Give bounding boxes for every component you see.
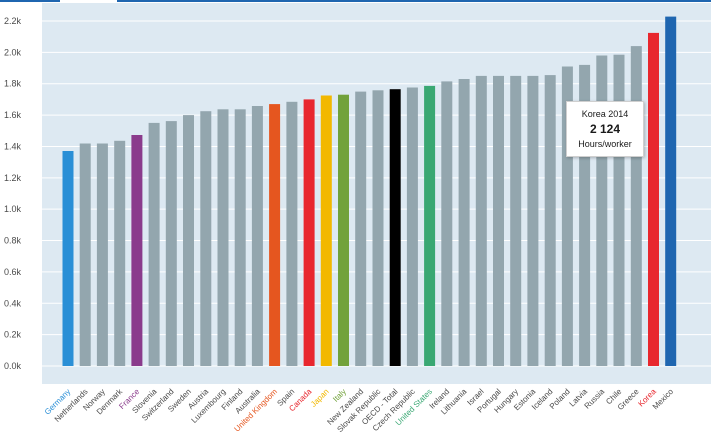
bar-portugal[interactable]	[493, 75, 504, 367]
bar-france[interactable]	[131, 135, 143, 366]
bar-chile[interactable]	[613, 54, 625, 366]
bar-japan[interactable]	[320, 95, 332, 367]
y-tick-label: 0.0k	[4, 361, 22, 371]
bar-hungary[interactable]	[510, 75, 522, 367]
bar-germany[interactable]	[62, 151, 74, 366]
bar-australia[interactable]	[251, 106, 263, 366]
bar-norway[interactable]	[96, 143, 108, 367]
y-tick-label: 0.8k	[4, 236, 22, 246]
top-strip-right	[117, 0, 711, 2]
bar-ireland[interactable]	[441, 81, 453, 367]
y-tick-label: 1.0k	[4, 204, 22, 214]
y-tick-label: 1.6k	[4, 110, 22, 120]
y-tick-label: 1.2k	[4, 173, 22, 183]
bar-latvia[interactable]	[579, 64, 591, 367]
bar-denmark[interactable]	[114, 140, 126, 366]
bar-poland[interactable]	[561, 66, 573, 367]
bar-slovak-republic[interactable]	[372, 90, 384, 367]
bar-united-states[interactable]	[424, 85, 436, 367]
bar-oecd-total[interactable]	[389, 89, 401, 366]
bar-united-kingdom[interactable]	[269, 104, 281, 366]
y-tick-label: 1.8k	[4, 79, 22, 89]
tooltip-title: Korea 2014	[581, 109, 629, 119]
top-strip-left	[0, 0, 60, 2]
bar-austria[interactable]	[200, 111, 212, 366]
tooltip-value: 2 124	[589, 122, 621, 136]
bar-new-zealand[interactable]	[355, 91, 367, 366]
y-tick-label: 0.4k	[4, 298, 22, 308]
bars	[62, 16, 677, 367]
y-axis-ticks: 0.0k 0.2k 0.4k 0.6k 0.8k 1.0k 1.2k 1.4k 1.6k 1.8k…	[4, 16, 22, 371]
bar-iceland[interactable]	[544, 75, 556, 366]
bar-spain[interactable]	[286, 101, 298, 367]
bar-canada[interactable]	[303, 99, 315, 367]
tooltip-unit: Hours/worker	[578, 139, 632, 149]
bar-lithuania[interactable]	[458, 79, 470, 366]
bar-russia[interactable]	[596, 55, 608, 367]
bar-estonia[interactable]	[527, 75, 539, 367]
bar-mexico[interactable]	[665, 16, 677, 366]
bar-slovenia[interactable]	[148, 122, 160, 367]
bar-italy[interactable]	[338, 94, 349, 366]
bar-netherlands[interactable]	[79, 143, 91, 367]
bar-luxembourg[interactable]	[217, 109, 229, 367]
bar-switzerland[interactable]	[165, 121, 177, 366]
y-tick-label: 2.2k	[4, 16, 22, 26]
bar-sweden[interactable]	[183, 115, 194, 366]
y-tick-label: 1.4k	[4, 141, 22, 151]
y-tick-label: 2.0k	[4, 47, 22, 57]
category-labels: GermanyNetherlandsNorwayDenmarkFranceSlo…	[43, 386, 676, 434]
bar-greece[interactable]	[630, 46, 642, 366]
y-tick-label: 0.6k	[4, 267, 22, 277]
bar-korea[interactable]	[648, 32, 659, 367]
bar-israel[interactable]	[475, 75, 487, 367]
tooltip: Korea 2014 2 124 Hours/worker	[566, 101, 644, 157]
category-label: Russia	[583, 387, 607, 411]
y-tick-label: 0.2k	[4, 330, 22, 340]
category-label: Japan	[309, 387, 331, 409]
bar-finland[interactable]	[234, 109, 246, 367]
bar-czech-republic[interactable]	[406, 87, 418, 367]
